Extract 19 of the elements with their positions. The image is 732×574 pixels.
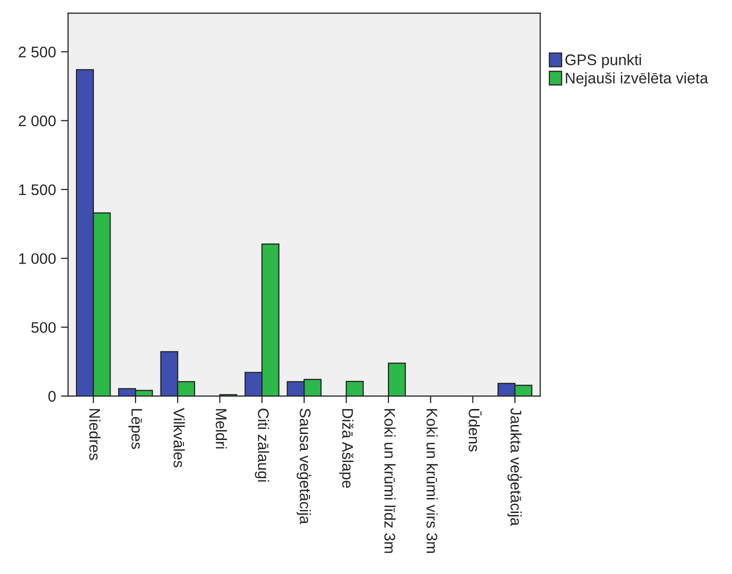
x-tick-label: Koki un krūmi līdz 3m xyxy=(384,409,396,553)
y-tick-label: 2 000 xyxy=(18,115,56,126)
x-tick-label: Lēpes xyxy=(128,409,142,449)
legend-label: Nejauši izvēlēta vieta xyxy=(566,72,708,87)
y-tick-label: 1 000 xyxy=(19,253,56,264)
y-tick-label: 0 xyxy=(48,390,56,402)
x-tick-label: Koki un krūmi virs 3m xyxy=(426,409,438,553)
x-tick-label: Citi zālaugi xyxy=(254,408,270,482)
x-tick-label: Niedres xyxy=(89,409,100,460)
legend-label: GPS punkti xyxy=(565,54,641,68)
x-tick-label: Dižā Ašlape xyxy=(339,409,354,488)
y-tick-label: 1 500 xyxy=(19,184,56,196)
x-tick-label: Vilkvāles xyxy=(174,408,185,468)
x-tick-label: Sausa veģetācija xyxy=(296,408,312,524)
y-tick-label: 2 500 xyxy=(18,46,56,58)
x-tick-label: Ūdens xyxy=(468,409,482,452)
x-tick-label: Meldri xyxy=(216,409,227,448)
y-tick-label: 500 xyxy=(31,322,56,333)
x-tick-label: Jaukta veģetācija xyxy=(507,408,522,526)
